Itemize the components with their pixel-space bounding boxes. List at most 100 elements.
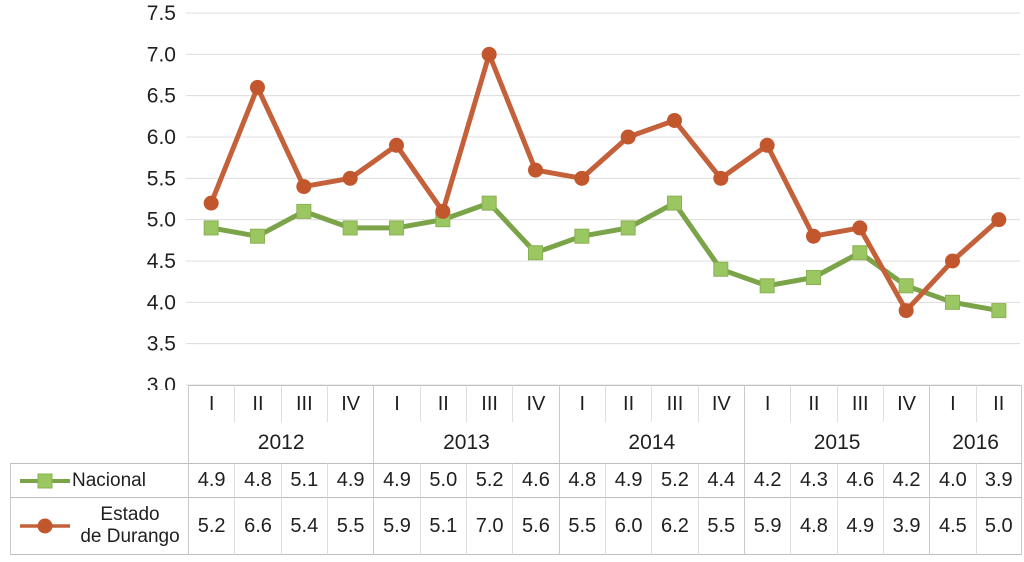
- data-point-marker: [898, 303, 914, 319]
- value-cell: 4.6: [836, 463, 883, 497]
- series-line-durango: [208, 51, 1002, 314]
- line-chart: 7.5 7.0 6.5 6.0 5.5 5.0 4.5 4.0 3.5 3.0: [147, 2, 1020, 390]
- data-point-marker: [620, 220, 636, 236]
- value-cell: 4.3: [790, 463, 837, 497]
- y-axis-tick-label: 7.5: [147, 2, 176, 25]
- quarter-header: I: [743, 385, 791, 422]
- quarter-header: III: [836, 385, 883, 422]
- year-header: 2013: [373, 422, 558, 463]
- quarter-header: II: [419, 385, 466, 422]
- value-cell: 5.5: [558, 497, 605, 555]
- value-cell: 5.0: [975, 497, 1022, 555]
- y-axis-tick-label: 3.5: [147, 333, 176, 356]
- value-cell: 5.2: [651, 463, 698, 497]
- data-point-marker: [388, 220, 404, 236]
- quarter-header: I: [558, 385, 605, 422]
- y-axis-tick-label: 5.5: [147, 167, 176, 190]
- data-point-marker: [759, 278, 775, 294]
- legend-nacional: Nacional: [10, 463, 188, 497]
- year-header: 2012: [188, 422, 373, 463]
- quarter-header: III: [465, 385, 513, 422]
- y-axis-tick-label: 6.5: [147, 85, 176, 108]
- quarter-header: I: [373, 385, 420, 422]
- y-axis-tick-label: 5.0: [147, 209, 176, 232]
- data-table: I II III IV I II III IV I II III IV I II III IV I II 2012 2…: [10, 385, 1022, 555]
- data-point-marker: [713, 170, 729, 186]
- data-point-marker: [527, 245, 543, 261]
- table-corner-spacer: [10, 422, 188, 463]
- table-corner-spacer: [10, 385, 188, 422]
- year-header: 2015: [743, 422, 929, 463]
- value-cell: 4.4: [697, 463, 744, 497]
- data-point-marker: [805, 228, 821, 244]
- data-point-marker: [666, 195, 682, 211]
- value-cell: 4.8: [234, 463, 281, 497]
- data-point-marker: [481, 195, 497, 211]
- y-axis-tick-label: 6.0: [147, 126, 176, 149]
- data-point-marker: [342, 220, 358, 236]
- quarter-header: IV: [697, 385, 744, 422]
- quarter-header: II: [234, 385, 281, 422]
- value-cell: 3.9: [975, 463, 1022, 497]
- series-line-nacional: [208, 200, 1002, 314]
- value-cell: 4.9: [836, 497, 883, 555]
- value-cell: 4.8: [790, 497, 837, 555]
- data-point-marker: [991, 303, 1007, 319]
- y-axis-tick-label: 7.0: [147, 43, 176, 66]
- data-point-marker: [527, 162, 543, 178]
- value-cell: 5.6: [512, 497, 559, 555]
- value-cell: 5.5: [326, 497, 374, 555]
- data-point-marker: [296, 203, 312, 219]
- legend-label: Estado de Durango: [80, 504, 180, 547]
- data-point-marker: [481, 46, 497, 62]
- data-point-marker: [620, 129, 636, 145]
- quarter-header: IV: [512, 385, 559, 422]
- data-point-marker: [666, 112, 682, 128]
- value-cell: 5.9: [373, 497, 420, 555]
- legend-label: Nacional: [72, 469, 146, 491]
- value-cell: 6.2: [651, 497, 698, 555]
- data-point-marker: [342, 170, 358, 186]
- data-point-marker: [296, 179, 312, 195]
- legend-estado-de-durango: Estado de Durango: [10, 497, 188, 555]
- data-point-marker: [713, 261, 729, 277]
- value-cell: 4.9: [326, 463, 374, 497]
- value-cell: 7.0: [465, 497, 513, 555]
- value-cell: 5.4: [280, 497, 327, 555]
- value-cell: 5.5: [697, 497, 744, 555]
- data-point-marker: [898, 278, 914, 294]
- quarter-header: I: [188, 385, 235, 422]
- value-cell: 4.8: [558, 463, 605, 497]
- value-cell: 6.0: [604, 497, 652, 555]
- data-point-marker: [574, 228, 590, 244]
- value-cell: 5.2: [465, 463, 513, 497]
- data-point-marker: [388, 137, 404, 153]
- nacional-legend-marker-icon: [18, 471, 72, 491]
- y-axis-tick-label: 3.0: [147, 374, 176, 390]
- data-point-marker: [805, 270, 821, 286]
- data-point-marker: [574, 170, 590, 186]
- quarter-header: II: [790, 385, 837, 422]
- data-point-marker: [991, 212, 1007, 228]
- value-cell: 4.9: [373, 463, 420, 497]
- data-point-marker: [435, 203, 451, 219]
- data-point-marker: [249, 228, 265, 244]
- data-point-marker: [203, 195, 219, 211]
- value-cell: 4.9: [604, 463, 652, 497]
- value-cell: 5.0: [419, 463, 466, 497]
- quarter-header: III: [651, 385, 698, 422]
- quarter-header: II: [975, 385, 1022, 422]
- data-point-marker: [852, 245, 868, 261]
- data-point-marker: [203, 220, 219, 236]
- quarter-header: IV: [882, 385, 930, 422]
- y-axis-tick-label: 4.0: [147, 291, 176, 314]
- data-point-marker: [249, 79, 265, 95]
- value-cell: 5.1: [280, 463, 327, 497]
- quarter-header: IV: [326, 385, 374, 422]
- value-cell: 4.6: [512, 463, 559, 497]
- value-cell: 5.2: [188, 497, 235, 555]
- year-header: 2014: [558, 422, 744, 463]
- durango-legend-marker-icon: [18, 516, 72, 536]
- value-cell: 4.9: [188, 463, 235, 497]
